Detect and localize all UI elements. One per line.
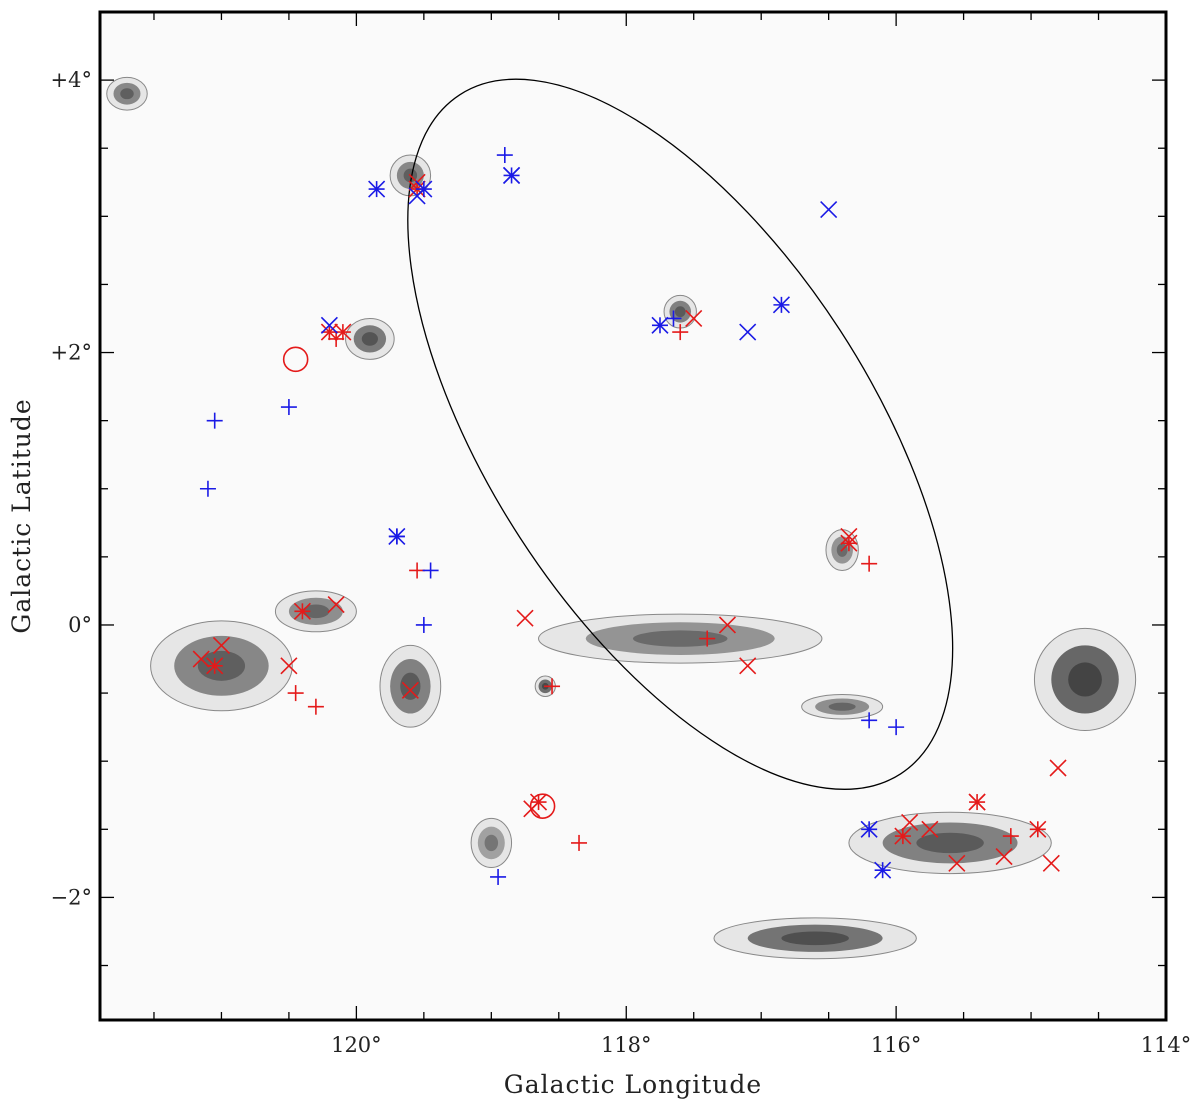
emission-clump [379, 644, 442, 728]
red-plus-marker [307, 698, 324, 715]
blue-x-marker [739, 323, 757, 341]
red-plus-marker [699, 630, 716, 647]
x-tick-label: 118° [601, 1033, 652, 1057]
red-circle-marker [282, 346, 309, 373]
red-x-marker [401, 681, 419, 699]
emission-clump [1033, 627, 1137, 732]
emission-clump [713, 917, 917, 960]
region-ellipse [407, 78, 954, 790]
contour-core [674, 306, 686, 318]
blue-asterisk-marker [860, 820, 878, 838]
blue-asterisk-marker [388, 527, 406, 545]
plot-frame [98, 10, 1168, 1022]
blue-plus-marker [422, 562, 439, 579]
emission-clump [663, 294, 697, 329]
red-x-marker [948, 854, 966, 872]
red-asterisk-marker [840, 534, 858, 552]
blue-x-marker [320, 316, 338, 334]
emission-clump [801, 693, 884, 720]
blue-plus-marker [490, 868, 507, 885]
red-asterisk-marker [334, 323, 352, 341]
red-plus-marker [409, 562, 426, 579]
emission-clump [538, 613, 823, 664]
x-tick-label: 114° [1141, 1033, 1192, 1057]
blue-plus-marker [280, 399, 297, 416]
red-plus-marker [1029, 821, 1046, 838]
blue-plus-marker [861, 712, 878, 729]
red-asterisk-marker [529, 793, 548, 811]
emission-clump [470, 817, 513, 868]
contour-core [916, 832, 984, 854]
red-x-marker [718, 616, 737, 634]
blue-asterisk-marker [772, 296, 790, 314]
red-x-marker [1042, 854, 1060, 872]
contour-core [400, 672, 421, 700]
blue-asterisk-marker [502, 166, 521, 185]
blue-asterisk-marker [651, 316, 669, 334]
red-plus-marker [287, 685, 304, 702]
red-circle-marker [529, 793, 556, 819]
blue-asterisk-marker [874, 861, 892, 879]
red-x-marker [516, 609, 534, 627]
red-asterisk-marker [894, 827, 912, 845]
red-asterisk-marker [206, 657, 224, 675]
blue-x-marker [820, 200, 838, 219]
ellipse-layer [407, 78, 954, 790]
contour-core [484, 834, 499, 852]
contour-core [120, 88, 134, 100]
red-plus-marker [1002, 828, 1019, 845]
contour-core [781, 931, 849, 946]
markers-layer [192, 147, 1067, 885]
blue-plus-marker [415, 616, 432, 633]
red-plus-marker [861, 555, 878, 572]
red-x-marker [995, 847, 1013, 866]
red-asterisk-marker [320, 323, 338, 341]
red-plus-marker [672, 324, 689, 341]
red-x-marker [901, 813, 919, 832]
blue-plus-marker [496, 147, 513, 164]
red-plus-marker [571, 834, 588, 851]
contour-core [828, 702, 856, 711]
red-x-marker [280, 657, 298, 675]
red-asterisk-marker [293, 602, 311, 620]
contour-core [1068, 662, 1102, 697]
contour-core [302, 604, 330, 619]
y-tick-label: +4° [51, 68, 92, 92]
emission-clump [106, 76, 148, 111]
y-tick-label: 0° [68, 613, 92, 637]
red-x-marker [1049, 759, 1067, 777]
red-x-marker [327, 595, 345, 614]
x-tick-label: 116° [871, 1033, 922, 1057]
x-axis-label: Galactic Longitude [504, 1070, 762, 1099]
red-asterisk-marker [968, 793, 986, 811]
red-plus-marker [544, 678, 561, 695]
red-x-marker [685, 309, 703, 328]
blue-asterisk-marker [415, 180, 433, 198]
y-tick-label: −2° [51, 885, 92, 909]
red-x-marker [921, 820, 939, 838]
axis-ticks: 120° 118° 116° 114° +4° +2° 0° −2° [51, 11, 1192, 1057]
blue-plus-marker [888, 719, 905, 736]
contour-core [361, 332, 378, 346]
red-x-marker [192, 650, 210, 668]
y-axis-label: Galactic Latitude [7, 398, 36, 633]
contour-core [633, 630, 728, 647]
blue-plus-marker [665, 310, 682, 327]
x-tick-label: 120° [331, 1033, 382, 1057]
emission-clump [345, 317, 395, 360]
red-x-marker [739, 657, 757, 675]
blue-plus-marker [206, 412, 223, 429]
blue-asterisk-marker [368, 180, 386, 198]
emission-clump [848, 811, 1052, 875]
y-tick-label: +2° [51, 341, 92, 365]
blue-plus-marker [199, 480, 216, 497]
red-x-marker [212, 636, 231, 654]
